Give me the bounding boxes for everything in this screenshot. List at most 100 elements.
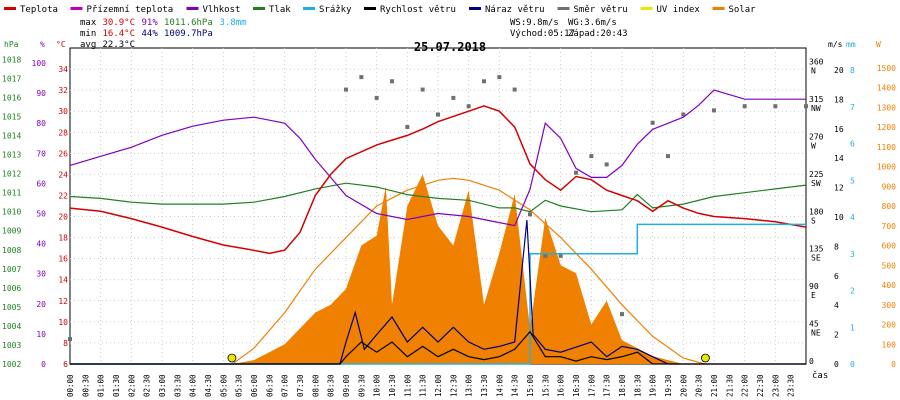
tick-ms: 16 (834, 125, 844, 134)
tick-time: 20:30 (695, 374, 704, 397)
tick-ms: 10 (834, 213, 844, 222)
tick-mm: 8 (850, 66, 855, 75)
wind-dir-point (558, 253, 563, 258)
tick-time: 08:30 (327, 374, 336, 397)
tick-w: 1500 (877, 64, 896, 73)
tick-dir-label: N (811, 67, 816, 76)
legend-label: Srážky (319, 5, 352, 15)
solar-measured-area (232, 174, 684, 364)
tick-hpa: 1005 (2, 303, 21, 312)
legend-swatch (364, 7, 376, 10)
stat-rain: 3.8mm (220, 18, 247, 28)
tick-time: 23:00 (771, 374, 780, 397)
tick-mm: 7 (850, 103, 855, 112)
axis-time-label: čas (812, 370, 828, 381)
wind-dir-point (528, 212, 532, 217)
tick-time: 04:00 (189, 374, 198, 397)
wind-dir-point (405, 125, 410, 129)
wind-dir-point (374, 95, 379, 100)
legend-swatch (557, 7, 570, 10)
tick-hpa: 1012 (2, 170, 21, 179)
tick-time: 18:30 (633, 374, 642, 397)
stat-min-temp: 16.4°C (103, 29, 136, 39)
tick-dir-label: E (811, 291, 816, 300)
legend-label: Vlhkost (203, 5, 241, 15)
tick-temp: 16 (58, 255, 68, 264)
wind-dir-point (359, 75, 364, 80)
tick-hpa: 1018 (2, 55, 21, 64)
tick-mm: 0 (850, 360, 855, 369)
tick-time: 23:30 (787, 374, 796, 397)
tick-dir: 180 (809, 207, 824, 216)
stat-wg: WG:3.6m/s (568, 18, 617, 28)
tick-time: 14:00 (495, 374, 504, 397)
tick-dir-label: S (811, 216, 816, 225)
tick-dir: 45 (809, 320, 819, 329)
legend-label: Rychlost větru (380, 5, 456, 15)
tick-time: 19:30 (664, 374, 673, 397)
tick-hpa: 1011 (2, 189, 21, 198)
axis-unit-w: W (876, 40, 881, 49)
tick-dir-label: SW (811, 179, 821, 188)
legend-swatch (186, 7, 199, 10)
tick-hpa: 1006 (2, 284, 21, 293)
tick-time: 05:00 (219, 374, 228, 397)
tick-time: 13:30 (480, 374, 489, 397)
chart-title: 25.07.2018 (414, 40, 486, 54)
tick-time: 20:00 (679, 374, 688, 397)
legend-swatch (4, 7, 16, 10)
stat-max-temp: 30.9°C (103, 18, 136, 28)
tick-hpa: 1017 (2, 74, 21, 83)
tick-pct: 10 (36, 330, 46, 339)
stat-max-hum: 91% (142, 18, 159, 28)
wind-dir-point (420, 87, 425, 92)
tick-pct: 60 (36, 179, 46, 188)
tick-temp: 6 (63, 360, 68, 369)
legend-swatch (303, 7, 315, 10)
tick-pct: 90 (36, 89, 46, 98)
tick-pct: 50 (36, 210, 46, 219)
tick-time: 08:00 (311, 374, 320, 397)
wind-dir-point (650, 120, 655, 125)
stat-sunrise: Východ:05:17 (510, 29, 575, 39)
tick-hpa: 1008 (2, 246, 21, 255)
tick-hpa: 1002 (2, 360, 21, 369)
tick-time: 13:00 (465, 374, 474, 397)
tick-time: 09:30 (357, 374, 366, 397)
tick-pct: 30 (36, 270, 46, 279)
tick-time: 18:00 (618, 374, 627, 397)
temperature-line (69, 105, 807, 255)
tick-time: 02:00 (127, 374, 136, 397)
tick-hpa: 1003 (2, 341, 21, 350)
tick-time: 16:30 (572, 374, 581, 397)
wind-dir-point (344, 87, 348, 92)
stat-max-press: 1011.6hPa (164, 18, 213, 28)
tick-w: 1000 (877, 163, 896, 172)
wind-dir-point (451, 95, 456, 100)
wind-dir-point (681, 112, 686, 117)
wind-dir-point (773, 104, 778, 109)
tick-time: 14:30 (511, 374, 520, 397)
tick-pct: 20 (36, 300, 46, 309)
tick-temp: 22 (58, 191, 68, 200)
stat-avg-temp: 22.3°C (103, 40, 136, 50)
tick-w: 100 (882, 340, 897, 349)
sun-marker (701, 353, 710, 363)
wind-dir-point (712, 108, 716, 113)
tick-hpa: 1014 (2, 132, 21, 141)
tick-time: 22:00 (741, 374, 750, 397)
tick-mm: 3 (850, 250, 855, 259)
tick-w: 600 (882, 242, 897, 251)
tick-mm: 6 (850, 140, 855, 149)
tick-pct: 70 (36, 149, 46, 158)
wind-gust-line (70, 219, 806, 365)
tick-temp: 26 (58, 149, 68, 158)
tick-dir-label: W (811, 141, 816, 150)
legend-label: Náraz větru (485, 5, 545, 15)
tick-w: 1300 (877, 103, 896, 112)
tick-temp: 24 (58, 170, 68, 179)
tick-time: 00:30 (81, 374, 90, 397)
tick-time: 19:00 (649, 374, 658, 397)
